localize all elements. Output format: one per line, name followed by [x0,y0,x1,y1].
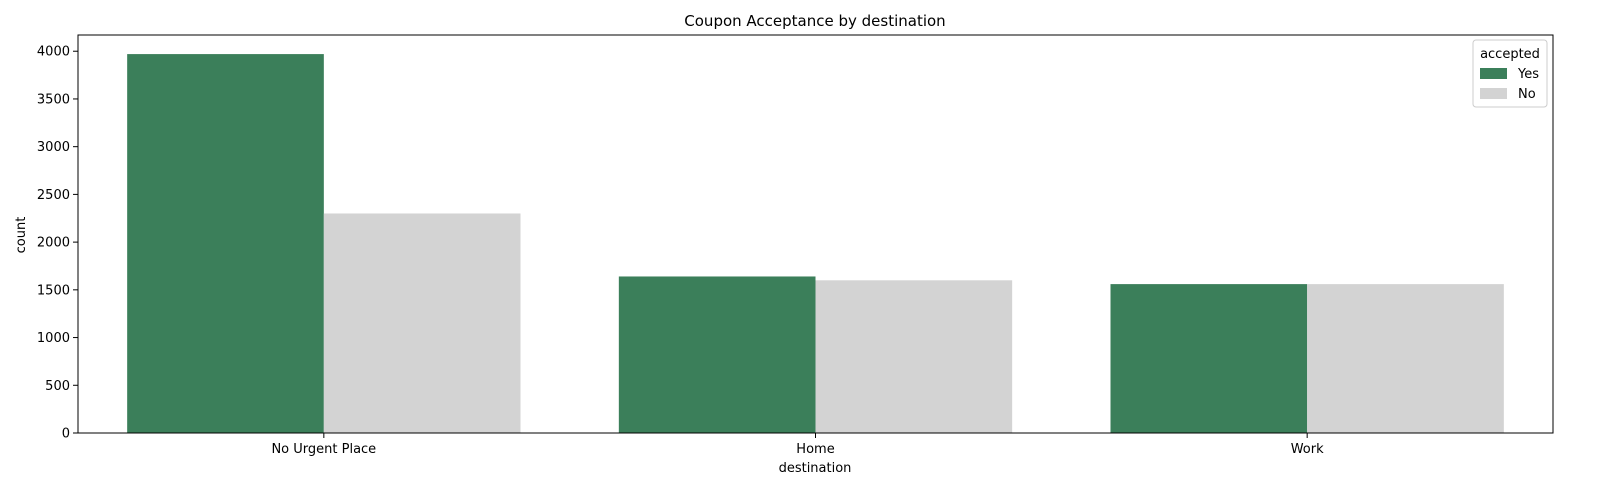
legend: accepted Yes No [1472,39,1548,108]
bar-yes-home [618,276,816,433]
bar-yes-no-urgent-place [127,54,324,433]
x-tick-label: Home [796,442,834,457]
legend-title: accepted [1480,47,1540,62]
y-tick-label: 1000 [37,331,70,346]
x-tick-label: No Urgent Place [271,442,376,457]
bar-yes-work [1110,284,1308,433]
bars-group [127,54,1504,433]
x-axis-title: destination [779,461,852,476]
y-tick-label: 1500 [37,283,70,298]
y-tick-label: 3500 [37,92,70,107]
legend-label-yes: Yes [1517,67,1539,82]
y-tick-label: 0 [62,427,70,442]
y-axis-ticks: 0 500 1000 1500 2000 2500 3000 3500 4000 [37,45,78,442]
legend-swatch-no [1480,88,1507,99]
plot-frame [77,34,1554,434]
legend-items: Yes No [1480,67,1539,102]
bar-no-no-urgent-place [323,213,521,433]
y-tick-label: 2500 [37,188,70,203]
bar-no-home [815,280,1013,433]
x-axis-ticks: No Urgent Place Home Work [271,433,1324,457]
y-tick-label: 4000 [37,45,70,60]
x-tick-label: Work [1291,442,1324,457]
chart-title: Coupon Acceptance by destination [684,12,945,30]
y-tick-label: 2000 [37,236,70,251]
bar-no-work [1307,284,1504,433]
y-tick-label: 3000 [37,140,70,155]
legend-label-no: No [1518,87,1536,102]
legend-swatch-yes [1480,68,1507,79]
y-axis-title: count [14,217,29,254]
y-tick-label: 500 [45,379,70,394]
